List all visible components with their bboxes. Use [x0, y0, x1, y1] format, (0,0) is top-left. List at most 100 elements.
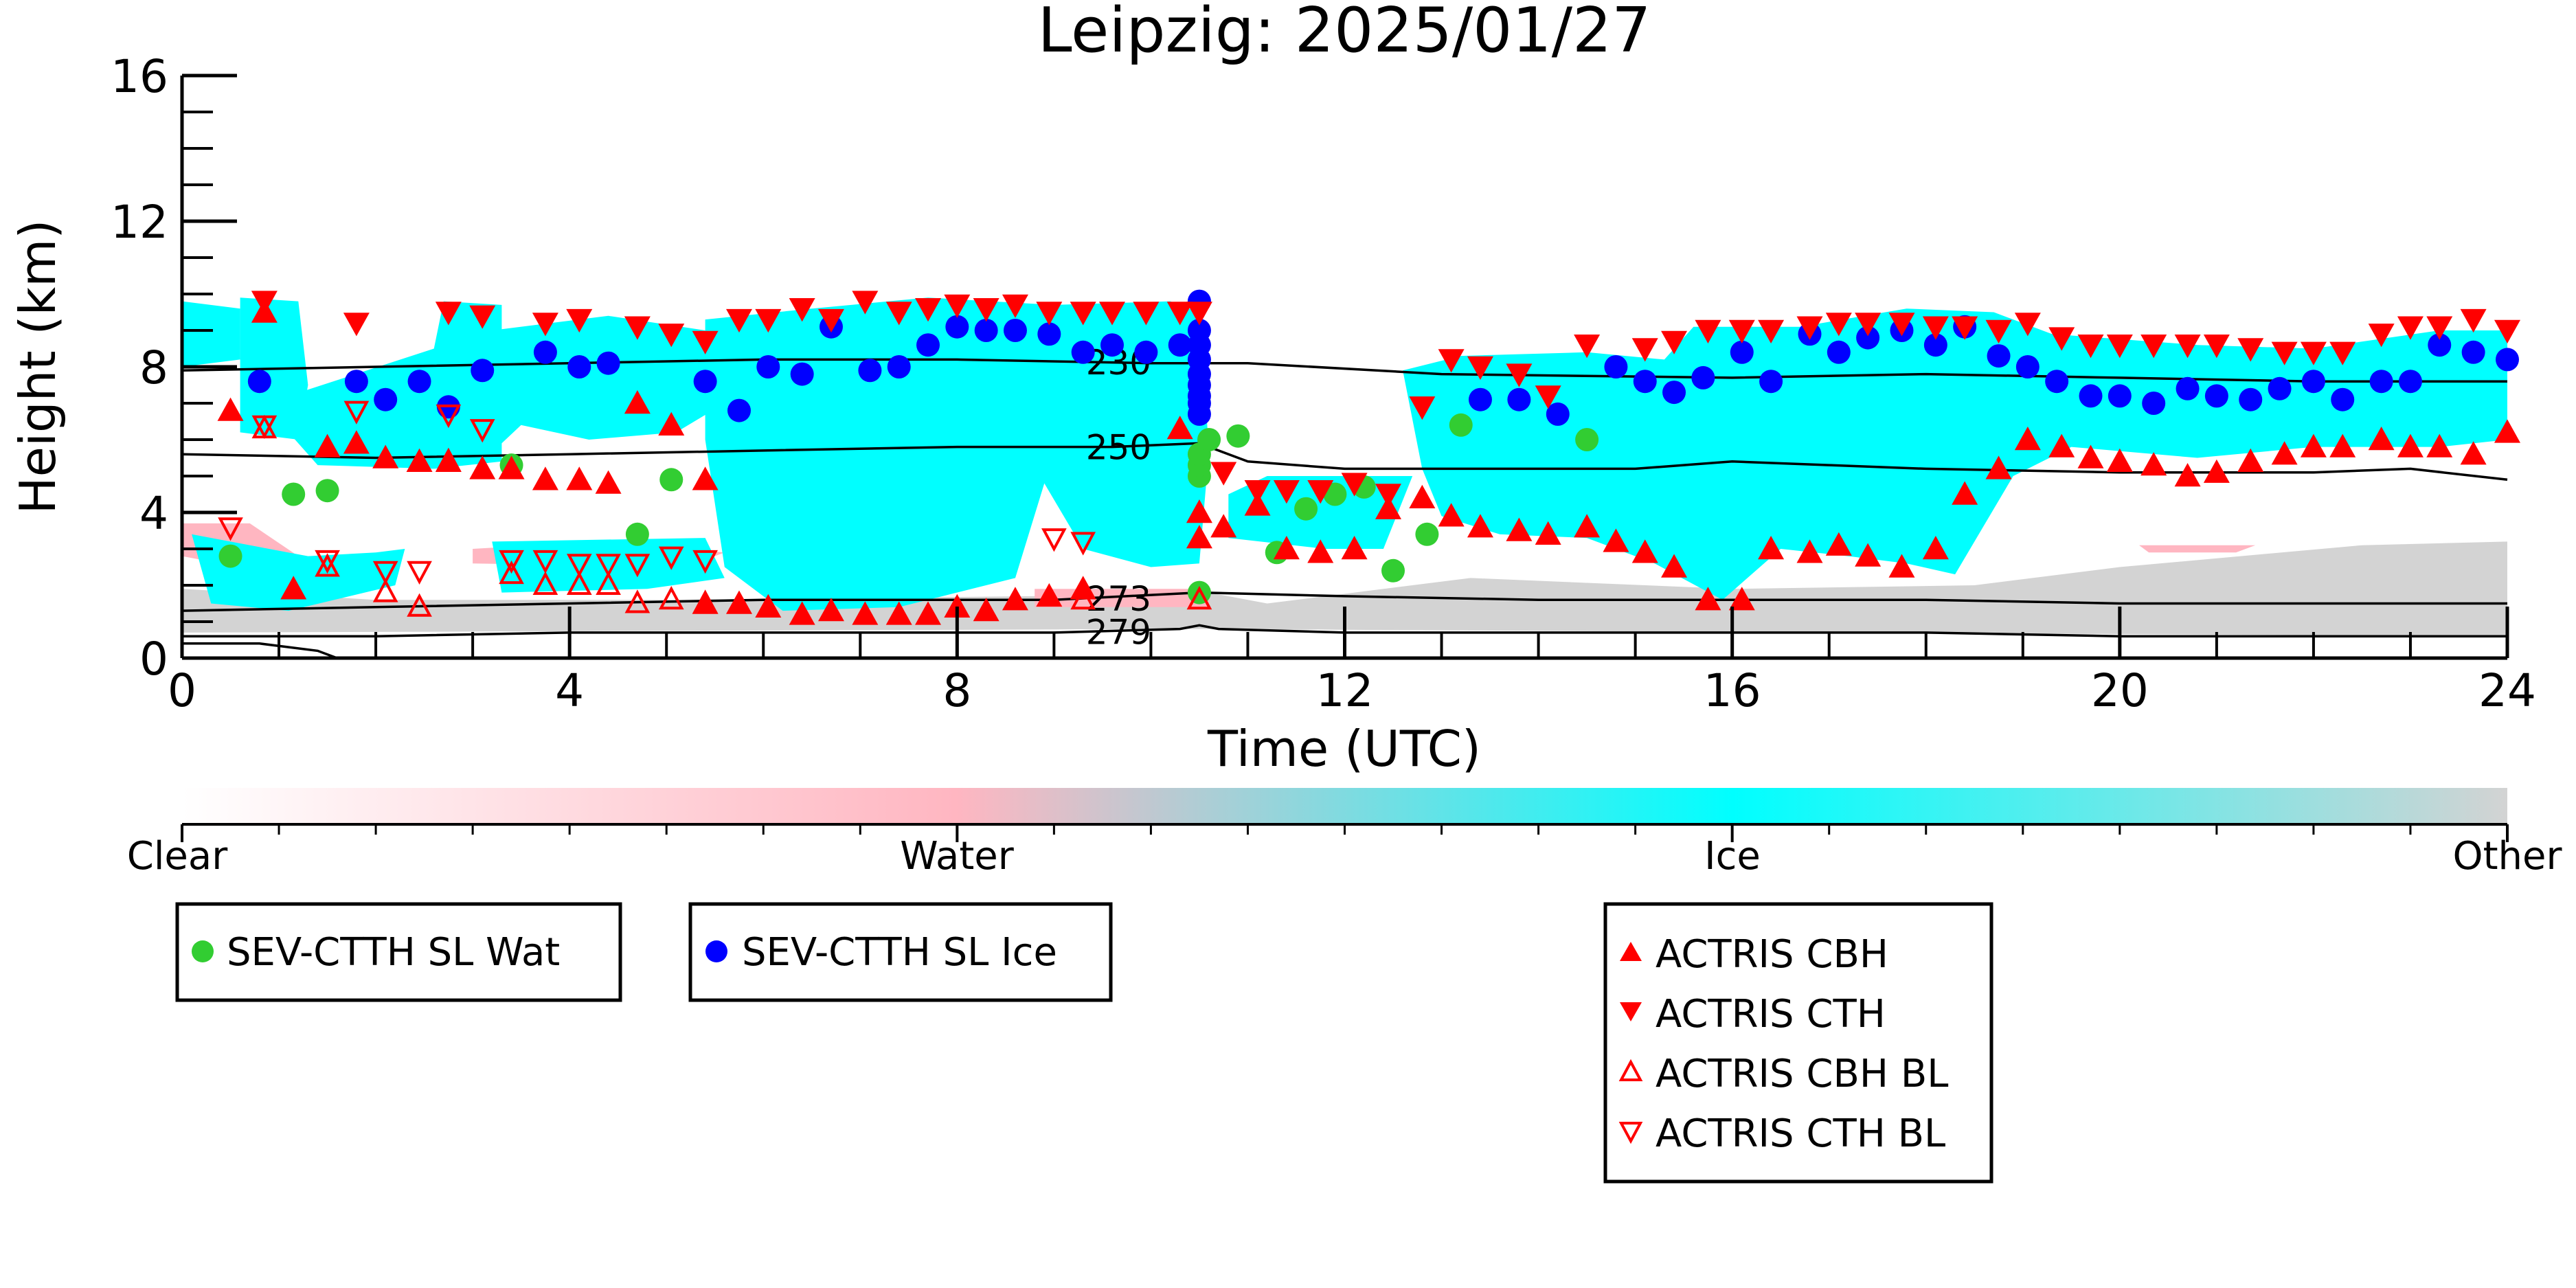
point-sev-ctth-sl-ice: [1134, 340, 1158, 364]
point-actris-cth: [435, 302, 462, 326]
point-sev-ctth-sl-ice: [2176, 376, 2200, 400]
point-actris-cth-bl: [1070, 532, 1096, 556]
point-actris-cbh: [2048, 433, 2075, 457]
point-actris-cbh: [1888, 554, 1915, 578]
point-actris-cbh: [406, 448, 433, 472]
point-sev-ctth-sl-ice: [1604, 355, 1628, 379]
chart-title: Leipzig: 2025/01/27: [1037, 0, 1651, 67]
point-actris-cth: [2203, 335, 2230, 359]
point-actris-cth: [1506, 363, 1533, 387]
point-sev-ctth-sl-ice: [858, 359, 882, 383]
point-sev-ctth-sl-ice: [945, 315, 969, 339]
x-tick-label: 16: [1704, 664, 1761, 717]
point-actris-cbh: [217, 397, 244, 421]
point-actris-cbh: [1728, 587, 1755, 611]
point-actris-cbh-bl: [1070, 585, 1096, 610]
point-actris-cbh: [885, 601, 912, 625]
point-sev-ctth-sl-ice: [344, 370, 368, 394]
point-actris-cth: [1467, 356, 1493, 380]
colorbar-label-water: Water: [900, 834, 1015, 879]
point-actris-cth-bl: [343, 400, 370, 425]
point-actris-cbh: [1341, 536, 1368, 560]
point-actris-cth: [1952, 316, 1978, 340]
point-actris-cbh: [532, 466, 558, 490]
point-actris-cth-bl: [469, 419, 495, 443]
point-sev-ctth-sl-wat: [659, 468, 683, 492]
point-actris-cth: [1244, 480, 1271, 504]
point-actris-cbh: [1574, 514, 1601, 538]
point-actris-cth: [2271, 341, 2298, 365]
point-actris-cbh: [1467, 514, 1493, 538]
point-sev-ctth-sl-wat: [1381, 558, 1405, 583]
point-actris-cbh-bl: [1186, 585, 1212, 610]
point-sev-ctth-sl-ice: [2398, 370, 2422, 394]
point-actris-cth-bl: [692, 550, 718, 574]
point-actris-cth: [1661, 330, 1688, 354]
x-tick-label: 8: [942, 664, 971, 717]
point-actris-cth: [1070, 302, 1096, 326]
point-actris-cbh-bl: [436, 447, 462, 471]
point-sev-ctth-sl-wat: [315, 479, 339, 503]
point-actris-cth: [343, 313, 370, 337]
point-actris-cbh: [1603, 528, 1629, 552]
point-actris-cbh: [1661, 554, 1688, 578]
point-actris-cth: [2014, 313, 2041, 337]
point-actris-cth: [1888, 313, 1915, 337]
point-actris-cth: [2494, 319, 2520, 343]
point-actris-cbh-bl: [566, 571, 592, 595]
point-sev-ctth-sl-ice: [1759, 370, 1783, 394]
point-sev-ctth-sl-ice: [1987, 344, 2011, 368]
point-actris-cbh: [2329, 433, 2356, 457]
point-actris-cbh: [1375, 495, 1401, 519]
point-sev-ctth-sl-ice: [1003, 319, 1027, 342]
point-actris-cbh: [566, 466, 593, 490]
point-actris-cbh: [915, 601, 942, 625]
cloud-region-ice: [182, 301, 240, 367]
point-sev-ctth-sl-ice: [2045, 370, 2069, 394]
cloud-region-ice: [289, 301, 502, 469]
colorbar-gradient: [182, 788, 2507, 824]
point-actris-cth: [1036, 302, 1063, 326]
point-sev-ctth-sl-ice: [1923, 333, 1947, 357]
point-sev-ctth-sl-ice: [1730, 340, 1754, 364]
point-actris-cbh: [1922, 536, 1949, 560]
point-actris-cbh-bl: [532, 571, 558, 595]
point-actris-cth: [2048, 327, 2075, 351]
point-sev-ctth-sl-ice: [916, 333, 940, 357]
point-actris-cth: [2460, 308, 2487, 333]
point-actris-cth-bl: [407, 561, 432, 585]
point-sev-ctth-sl-ice: [693, 370, 717, 394]
point-actris-cth: [2077, 335, 2104, 359]
point-sev-ctth-sl-ice: [1546, 402, 1570, 426]
point-actris-cth: [1273, 480, 1300, 504]
point-sev-ctth-sl-ice: [2301, 370, 2325, 394]
point-actris-cbh-bl: [624, 589, 651, 613]
point-actris-cth: [817, 308, 844, 333]
point-actris-cbh: [469, 455, 496, 479]
point-sev-ctth-sl-ice: [1468, 387, 1492, 411]
point-actris-cbh: [595, 470, 622, 494]
y-tick-label: 8: [139, 341, 168, 394]
point-sev-ctth-sl-wat: [1449, 413, 1473, 437]
point-sev-ctth-sl-ice: [756, 355, 780, 379]
point-actris-cbh: [1273, 536, 1300, 560]
colorbar-label-clear: Clear: [127, 834, 228, 879]
point-sev-ctth-sl-ice: [567, 355, 591, 379]
point-sev-ctth-sl-ice: [887, 355, 911, 379]
point-actris-cth: [1438, 349, 1465, 373]
point-actris-cth-bl: [251, 415, 278, 440]
tick-layer: 0 4 8 12 16 0 4 8 12 16 20 24: [111, 50, 2536, 717]
point-sev-ctth-sl-ice: [2496, 348, 2519, 372]
point-actris-cbh: [498, 455, 525, 479]
point-sev-ctth-sl-ice: [790, 362, 814, 386]
point-actris-cbh: [973, 598, 999, 622]
point-actris-cbh: [817, 598, 844, 622]
point-sev-ctth-sl-ice: [1633, 370, 1657, 394]
isotherm-label-250: 250: [1086, 428, 1151, 468]
point-actris-cbh: [2140, 452, 2167, 476]
point-actris-cth-bl: [566, 554, 592, 578]
legend-sev-water: SEV-CTTH SL Wat: [175, 902, 622, 1002]
x-axis-title: Time (UTC): [1207, 720, 1481, 778]
point-actris-cth: [1922, 316, 1949, 340]
point-actris-cth: [852, 291, 879, 315]
